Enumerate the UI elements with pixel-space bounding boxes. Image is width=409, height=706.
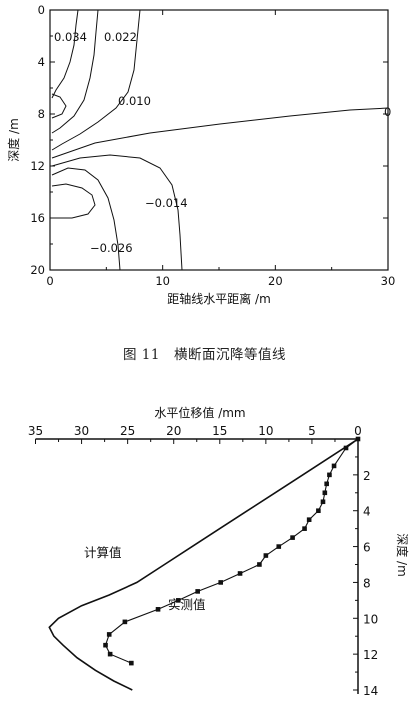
contour-line: [51, 9, 79, 99]
contour-line: [51, 154, 183, 271]
measured-point: [122, 619, 128, 625]
measured-point: [355, 436, 361, 442]
y-tick-label: 4: [38, 55, 45, 69]
figure11-caption: 图 11 横断面沉降等值线: [123, 347, 286, 363]
measured-point: [306, 517, 312, 522]
measured-point: [331, 463, 337, 469]
y-tick-label: 12: [363, 648, 378, 662]
contour-line: [51, 167, 121, 271]
measured-point: [257, 562, 262, 567]
contour-label: 0.010: [118, 94, 151, 108]
x-tick-label: 10: [155, 274, 170, 288]
figure11-panel: 0 10 20 30 0 4 8 12 16 20 距轴线水平距离 /m 深度 /m 0.034 0.02…: [0, 0, 409, 335]
y-tick-label: 2: [363, 469, 371, 483]
y-tick-label: 8: [363, 576, 371, 590]
x-tick-label: 5: [308, 424, 316, 438]
x-tick-label: 20: [166, 424, 181, 438]
y-tick-label: 10: [363, 612, 378, 626]
measured-point: [195, 589, 200, 594]
y-tick-label: 6: [363, 541, 371, 555]
contour-chart: 0 10 20 30 0 4 8 12 16 20 距轴线水平距离 /m 深度 /m 0.034 0.02…: [6, 3, 396, 306]
measured-point: [218, 580, 224, 585]
measured-point: [302, 526, 307, 531]
x-tick-label: 30: [74, 424, 89, 438]
x-tick-label: 0: [46, 274, 53, 288]
displacement-chart: 35 30 25 20 15 10 5 0 2 4 6 8 10 12 14 水平位移值 /mm 深度 /m 计算…: [28, 405, 409, 698]
measured-point: [290, 535, 295, 540]
measured-point: [327, 472, 332, 478]
measured-point: [343, 445, 349, 451]
contour-line: [51, 93, 67, 119]
contour-line: [51, 9, 99, 134]
series-line-measured: [104, 438, 359, 664]
measured-point: [324, 481, 329, 487]
x-axis-label: 水平位移值 /mm: [154, 405, 245, 420]
contour-label: −0.026: [90, 241, 133, 255]
measured-point: [107, 651, 113, 657]
measured-point: [106, 632, 112, 637]
measured-point: [322, 490, 328, 496]
x-tick-label: 15: [212, 424, 227, 438]
contour-label: 0: [384, 105, 391, 119]
measured-point: [103, 642, 108, 648]
y-axis-label: 深度 /m: [6, 118, 21, 162]
plot-frame: [49, 9, 389, 271]
y-tick-label: 12: [30, 159, 45, 173]
series-label-measured: 实测值: [168, 597, 206, 612]
y-axis-label: 深度 /m: [395, 533, 409, 577]
series-line-calculated: [48, 438, 359, 691]
y-tick-label: 4: [363, 505, 371, 519]
contour-label: −0.014: [145, 196, 188, 210]
y-tick-label: 14: [363, 684, 378, 698]
contour-line: [51, 183, 96, 219]
measured-point: [237, 571, 243, 576]
contour-label: 0.034: [54, 30, 87, 44]
contour-line: [51, 107, 389, 159]
x-tick-label: 10: [258, 424, 273, 438]
contour-label: 0.022: [104, 30, 137, 44]
x-axis-label: 距轴线水平距离 /m: [167, 291, 271, 306]
contour-line: [51, 9, 141, 151]
x-tick-label: 30: [381, 274, 396, 288]
figure12-panel: 35 30 25 20 15 10 5 0 2 4 6 8 10 12 14 水平位移值 /mm 深度 /m 计算…: [0, 395, 409, 702]
x-tick-label: 20: [268, 274, 283, 288]
measured-point: [129, 660, 134, 666]
y-tick-label: 8: [38, 107, 45, 121]
measured-point: [320, 499, 326, 505]
x-tick-label: 35: [28, 424, 43, 438]
measured-point: [155, 607, 161, 612]
series-label-calculated: 计算值: [84, 545, 122, 560]
measured-point: [176, 598, 181, 603]
y-tick-label: 16: [30, 211, 45, 225]
y-tick-label: 0: [38, 3, 45, 17]
measured-point: [316, 508, 321, 514]
y-tick-label: 20: [30, 263, 45, 277]
x-tick-label: 25: [120, 424, 135, 438]
measured-point: [263, 553, 269, 558]
x-tick-label: 0: [354, 424, 362, 438]
measured-point: [276, 544, 282, 549]
